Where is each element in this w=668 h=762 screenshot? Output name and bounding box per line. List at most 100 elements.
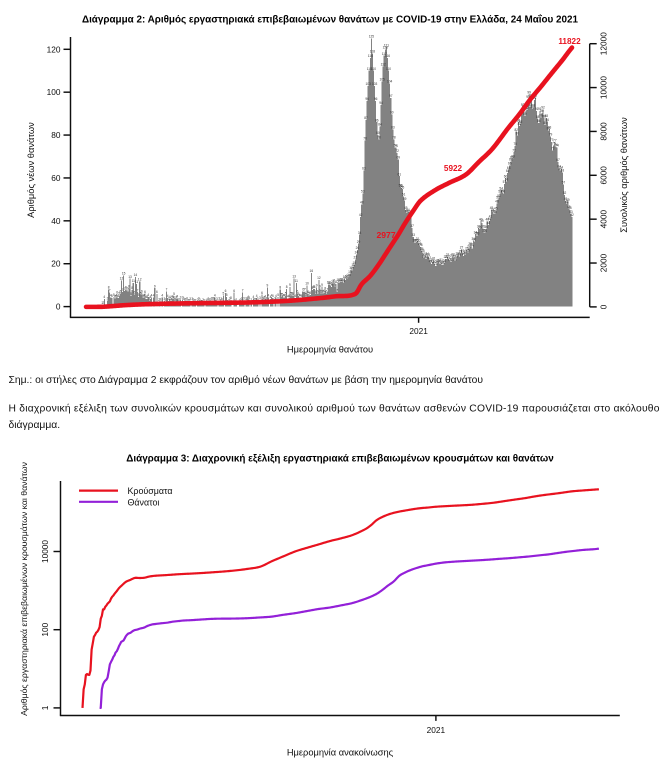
svg-text:45: 45 — [404, 206, 408, 210]
svg-text:30: 30 — [415, 238, 419, 242]
svg-text:Η διαχρονική εξέλιξη των συνολ: Η διαχρονική εξέλιξη των συνολικών κρουσ… — [9, 402, 660, 414]
svg-text:5922: 5922 — [444, 164, 463, 173]
svg-text:40: 40 — [488, 217, 492, 221]
svg-text:3: 3 — [148, 297, 150, 301]
svg-text:2: 2 — [194, 299, 196, 303]
svg-text:4: 4 — [301, 294, 303, 298]
svg-text:77: 77 — [550, 138, 554, 142]
svg-text:36: 36 — [481, 225, 485, 229]
svg-text:78: 78 — [392, 136, 396, 140]
svg-text:36: 36 — [478, 225, 482, 229]
svg-text:3: 3 — [241, 297, 243, 301]
svg-text:3: 3 — [243, 297, 245, 301]
svg-text:4: 4 — [253, 295, 255, 299]
svg-text:117: 117 — [382, 52, 387, 56]
svg-text:24: 24 — [355, 250, 359, 254]
svg-text:3: 3 — [212, 297, 214, 301]
svg-text:44: 44 — [491, 208, 495, 212]
svg-text:4: 4 — [167, 294, 169, 298]
svg-text:67: 67 — [556, 158, 560, 162]
svg-text:64: 64 — [557, 165, 561, 169]
svg-text:11: 11 — [135, 280, 139, 284]
svg-text:5: 5 — [291, 291, 293, 295]
svg-text:διάγραμμα.: διάγραμμα. — [9, 419, 61, 431]
svg-text:104: 104 — [387, 80, 393, 84]
svg-text:Αριθμός νέων θανάτων: Αριθμός νέων θανάτων — [26, 122, 36, 218]
svg-text:4: 4 — [271, 293, 273, 297]
svg-text:68: 68 — [509, 158, 513, 162]
svg-text:27: 27 — [470, 245, 474, 249]
svg-text:6: 6 — [233, 289, 235, 293]
svg-text:3: 3 — [207, 297, 209, 301]
svg-text:4: 4 — [171, 294, 173, 298]
svg-text:40: 40 — [479, 217, 483, 221]
svg-text:5: 5 — [118, 291, 120, 295]
svg-text:78: 78 — [377, 135, 381, 139]
svg-text:7: 7 — [137, 288, 139, 292]
svg-text:3: 3 — [262, 297, 264, 301]
svg-text:48: 48 — [360, 201, 364, 205]
svg-text:88: 88 — [544, 114, 548, 118]
svg-text:6: 6 — [119, 289, 121, 293]
svg-text:5: 5 — [140, 291, 142, 295]
svg-text:9: 9 — [266, 284, 268, 288]
svg-text:38: 38 — [487, 221, 491, 225]
svg-text:9: 9 — [334, 283, 336, 287]
svg-text:10: 10 — [328, 281, 332, 285]
svg-text:49: 49 — [566, 198, 570, 202]
svg-text:2: 2 — [195, 299, 197, 303]
svg-text:Θάνατοι: Θάνατοι — [128, 497, 160, 507]
svg-text:34: 34 — [483, 229, 487, 233]
svg-text:8: 8 — [125, 286, 127, 290]
svg-text:28: 28 — [469, 243, 473, 247]
svg-text:12: 12 — [340, 278, 344, 282]
svg-text:3: 3 — [213, 297, 215, 301]
svg-text:19: 19 — [352, 261, 356, 265]
svg-text:4: 4 — [247, 295, 249, 299]
svg-text:4: 4 — [114, 295, 116, 299]
svg-text:13: 13 — [292, 275, 296, 279]
svg-text:Κρούσματα: Κρούσματα — [128, 486, 173, 496]
svg-text:7: 7 — [303, 288, 305, 292]
svg-text:90: 90 — [390, 110, 394, 114]
svg-text:15: 15 — [348, 270, 352, 274]
svg-text:5: 5 — [138, 293, 140, 297]
svg-text:20: 20 — [443, 259, 447, 263]
svg-text:20: 20 — [433, 260, 437, 264]
svg-text:93: 93 — [521, 103, 525, 107]
svg-text:4: 4 — [145, 295, 147, 299]
svg-text:13: 13 — [345, 274, 349, 278]
svg-text:120: 120 — [47, 44, 61, 54]
svg-text:43: 43 — [492, 210, 496, 214]
svg-text:3: 3 — [245, 297, 247, 301]
svg-text:5: 5 — [292, 292, 294, 296]
svg-text:23: 23 — [451, 252, 455, 256]
svg-text:Διάγραμμα 3: Διαχρονική εξέλιξ: Διάγραμμα 3: Διαχρονική εξέλιξη εργαστηρ… — [126, 454, 554, 465]
svg-text:85: 85 — [519, 120, 523, 124]
svg-text:30: 30 — [473, 238, 477, 242]
svg-text:5: 5 — [309, 291, 311, 295]
svg-text:10: 10 — [327, 281, 331, 285]
svg-text:11: 11 — [336, 278, 340, 282]
svg-text:4: 4 — [294, 294, 296, 298]
svg-text:92: 92 — [541, 106, 545, 110]
svg-text:21: 21 — [439, 258, 443, 262]
svg-text:74: 74 — [554, 143, 558, 147]
svg-text:2: 2 — [187, 299, 189, 303]
svg-text:3: 3 — [163, 297, 165, 301]
svg-text:25: 25 — [459, 250, 463, 254]
svg-text:74: 74 — [394, 144, 398, 148]
svg-text:8000: 8000 — [599, 122, 609, 141]
svg-text:2: 2 — [192, 298, 194, 302]
svg-text:11: 11 — [341, 278, 345, 282]
svg-text:4: 4 — [115, 293, 117, 297]
svg-text:13: 13 — [128, 275, 132, 279]
svg-text:Αριθμός εργαστηριακά επιβεβαιω: Αριθμός εργαστηριακά επιβεβαιωμένων κρου… — [19, 461, 29, 715]
svg-text:12: 12 — [344, 276, 348, 280]
svg-text:15: 15 — [122, 271, 126, 275]
svg-text:75: 75 — [513, 142, 517, 146]
svg-text:6: 6 — [156, 290, 158, 294]
svg-text:Ημερομηνία ανακοίνωσης: Ημερομηνία ανακοίνωσης — [287, 748, 394, 758]
svg-text:10: 10 — [305, 281, 309, 285]
svg-text:6000: 6000 — [599, 166, 609, 185]
